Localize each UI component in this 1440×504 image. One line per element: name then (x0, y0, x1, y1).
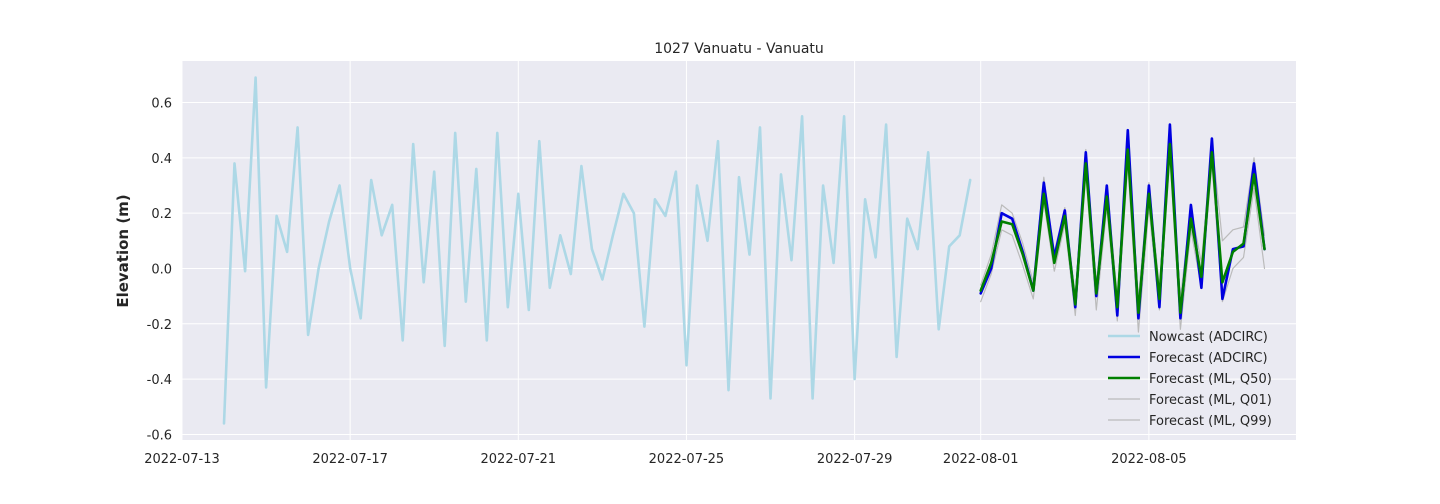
y-tick-label: 0.0 (151, 262, 172, 277)
legend-label: Forecast (ML, Q99) (1149, 414, 1272, 429)
tick-labels: 2022-07-13 2022-07-17 2022-07-21 2022-07-25… (144, 96, 1186, 467)
y-tick-label: 0.6 (151, 96, 172, 111)
chart-title: 1027 Vanuatu - Vanuatu (654, 41, 824, 57)
x-tick-label: 2022-07-13 (144, 452, 220, 467)
legend-label: Forecast (ML, Q50) (1149, 372, 1272, 387)
x-tick-label: 2022-07-21 (481, 452, 557, 467)
y-tick-label: -0.6 (147, 428, 172, 443)
x-tick-label: 2022-07-29 (817, 452, 893, 467)
legend: Nowcast (ADCIRC) Forecast (ADCIRC) Forecas… (1108, 330, 1272, 429)
x-tick-label: 2022-07-17 (312, 452, 388, 467)
x-tick-label: 2022-08-05 (1111, 452, 1187, 467)
legend-label: Forecast (ML, Q01) (1149, 393, 1272, 408)
series-layer (222, 76, 1266, 425)
y-tick-label: 0.2 (151, 207, 172, 222)
x-tick-label: 2022-07-25 (649, 452, 725, 467)
y-tick-label: 0.4 (151, 152, 172, 167)
x-tick-label: 2022-08-01 (943, 452, 1019, 467)
legend-label: Forecast (ADCIRC) (1149, 351, 1268, 366)
grid-lines (181, 61, 1296, 440)
y-axis-label: Elevation (m) (114, 194, 132, 307)
y-tick-label: -0.2 (147, 318, 172, 333)
series-nowcast-adcirc (222, 76, 972, 425)
y-tick-label: -0.4 (147, 373, 172, 388)
series-forecast-ml-q50 (979, 142, 1266, 315)
legend-label: Nowcast (ADCIRC) (1149, 330, 1268, 345)
